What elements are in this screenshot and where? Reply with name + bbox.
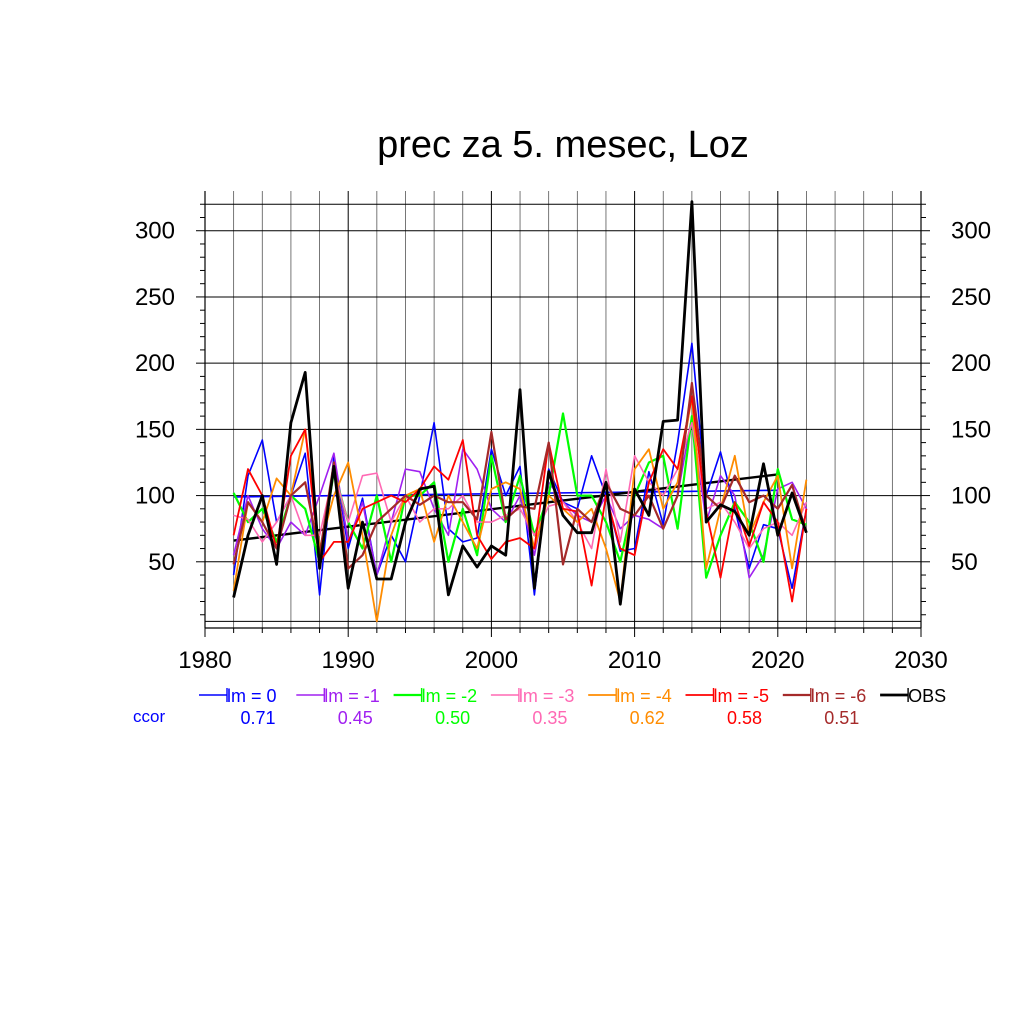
legend-label-0: lm = 0 bbox=[227, 686, 277, 706]
x-tick-label: 2030 bbox=[894, 647, 947, 674]
y-tick-label-left: 100 bbox=[135, 483, 175, 510]
series-layer bbox=[232, 200, 808, 623]
legend-label-6: lm = -6 bbox=[811, 686, 867, 706]
legend-label-7: OBS bbox=[908, 686, 946, 706]
axis-layer: 1980 1990 2000 2010 2020 2030 50 50 100 100 150 150… bbox=[135, 191, 991, 674]
legend-ccor-3: 0.35 bbox=[532, 708, 567, 728]
series-line-5 bbox=[232, 395, 808, 603]
legend-ccor-1: 0.45 bbox=[338, 708, 373, 728]
grid-layer bbox=[205, 191, 921, 628]
legend-ccor-0: 0.71 bbox=[240, 708, 275, 728]
legend-label-3: lm = -3 bbox=[519, 686, 575, 706]
y-tick-label-left: 300 bbox=[135, 218, 175, 245]
y-tick-label-right: 300 bbox=[951, 218, 991, 245]
series-line-7 bbox=[232, 200, 808, 606]
chart-title: prec za 5. mesec, Loz bbox=[377, 124, 749, 166]
x-tick-label: 1980 bbox=[178, 647, 231, 674]
y-tick-label-left: 150 bbox=[135, 416, 175, 443]
y-tick-label-right: 250 bbox=[951, 284, 991, 311]
legend-label-2: lm = -2 bbox=[422, 686, 478, 706]
y-tick-label-left: 250 bbox=[135, 284, 175, 311]
x-tick-label: 2010 bbox=[608, 647, 661, 674]
y-tick-label-right: 200 bbox=[951, 350, 991, 377]
legend-ccor-4: 0.62 bbox=[630, 708, 665, 728]
legend-ccor-2: 0.50 bbox=[435, 708, 470, 728]
y-tick-label-left: 50 bbox=[148, 549, 175, 576]
x-tick-label: 2000 bbox=[465, 647, 518, 674]
y-tick-label-right: 100 bbox=[951, 483, 991, 510]
y-tick-label-right: 50 bbox=[951, 549, 978, 576]
ccor-label: ccor bbox=[133, 707, 165, 726]
legend-label-4: lm = -4 bbox=[616, 686, 672, 706]
y-tick-label-right: 150 bbox=[951, 416, 991, 443]
y-tick-label-left: 200 bbox=[135, 350, 175, 377]
series-line-4 bbox=[232, 395, 808, 623]
legend-ccor-5: 0.58 bbox=[727, 708, 762, 728]
x-tick-label: 1990 bbox=[322, 647, 375, 674]
legend-label-5: lm = -5 bbox=[714, 686, 770, 706]
legend-ccor-6: 0.51 bbox=[824, 708, 859, 728]
x-tick-label: 2020 bbox=[751, 647, 804, 674]
legend-label-1: lm = -1 bbox=[324, 686, 380, 706]
